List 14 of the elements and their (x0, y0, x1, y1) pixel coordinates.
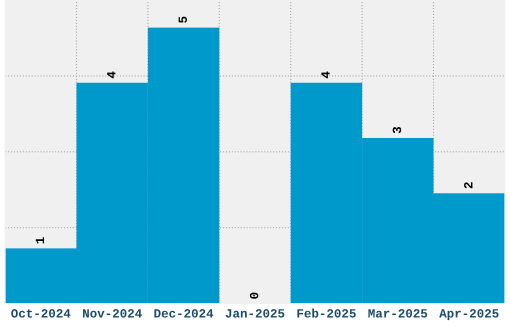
x-tick-label: Apr-2025 (439, 309, 499, 320)
data-label: 4 (107, 72, 116, 78)
data-label: 2 (464, 182, 472, 188)
x-tick-label: Jan-2025 (226, 309, 284, 318)
data-label: 0 (250, 292, 258, 299)
x-tick-label: Feb-2025 (297, 308, 356, 318)
data-label: 5 (178, 16, 187, 23)
data-label: 4 (321, 72, 330, 78)
x-tick-label: Mar-2025 (368, 309, 428, 318)
x-tick-label: Dec-2024 (154, 309, 214, 318)
x-tick-label: Oct-2024 (11, 309, 70, 318)
data-label: 1 (36, 237, 44, 244)
x-tick-label: Nov-2024 (83, 309, 142, 318)
data-label: 3 (392, 126, 402, 134)
